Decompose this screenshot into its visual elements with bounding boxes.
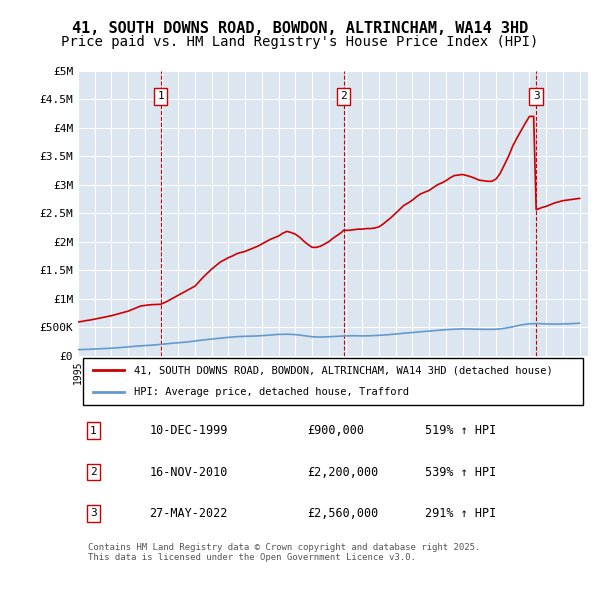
Text: Price paid vs. HM Land Registry's House Price Index (HPI): Price paid vs. HM Land Registry's House …	[61, 35, 539, 50]
Text: 2: 2	[90, 467, 97, 477]
Text: 3: 3	[90, 509, 97, 519]
FancyBboxPatch shape	[83, 358, 583, 405]
Text: 539% ↑ HPI: 539% ↑ HPI	[425, 466, 496, 478]
Text: 2: 2	[340, 91, 347, 101]
Text: 16-NOV-2010: 16-NOV-2010	[149, 466, 228, 478]
Text: 291% ↑ HPI: 291% ↑ HPI	[425, 507, 496, 520]
Text: Contains HM Land Registry data © Crown copyright and database right 2025.
This d: Contains HM Land Registry data © Crown c…	[88, 543, 481, 562]
Text: 27-MAY-2022: 27-MAY-2022	[149, 507, 228, 520]
Text: 3: 3	[533, 91, 539, 101]
Text: 519% ↑ HPI: 519% ↑ HPI	[425, 424, 496, 437]
Text: £2,200,000: £2,200,000	[308, 466, 379, 478]
Text: 41, SOUTH DOWNS ROAD, BOWDON, ALTRINCHAM, WA14 3HD (detached house): 41, SOUTH DOWNS ROAD, BOWDON, ALTRINCHAM…	[134, 365, 553, 375]
Text: 10-DEC-1999: 10-DEC-1999	[149, 424, 228, 437]
Text: £2,560,000: £2,560,000	[308, 507, 379, 520]
Text: 1: 1	[90, 425, 97, 435]
Text: £900,000: £900,000	[308, 424, 365, 437]
Text: HPI: Average price, detached house, Trafford: HPI: Average price, detached house, Traf…	[134, 387, 409, 397]
Text: 1: 1	[157, 91, 164, 101]
Text: 41, SOUTH DOWNS ROAD, BOWDON, ALTRINCHAM, WA14 3HD: 41, SOUTH DOWNS ROAD, BOWDON, ALTRINCHAM…	[72, 21, 528, 35]
